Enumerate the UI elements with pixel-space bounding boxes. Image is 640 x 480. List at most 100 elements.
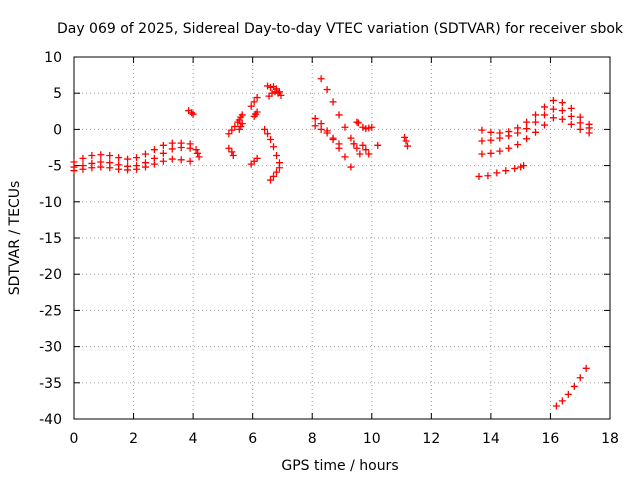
series-arc-23 <box>359 141 373 158</box>
data-point <box>277 91 285 99</box>
data-point <box>253 94 261 102</box>
data-point <box>177 144 185 151</box>
data-point <box>549 96 557 104</box>
x-tick-label: 12 <box>422 431 440 447</box>
data-point <box>523 125 531 133</box>
data-point <box>150 160 158 168</box>
data-point <box>115 154 123 162</box>
data-point <box>106 164 114 172</box>
data-point <box>228 148 236 156</box>
data-point <box>356 150 364 158</box>
data-point <box>159 141 167 149</box>
y-tick-label: -30 <box>39 340 62 356</box>
data-point <box>329 134 337 142</box>
data-point <box>228 126 236 134</box>
data-point <box>496 134 504 142</box>
data-point <box>350 140 358 148</box>
data-point <box>478 137 486 145</box>
data-point <box>558 107 566 115</box>
data-point <box>487 136 495 144</box>
data-point <box>261 125 269 133</box>
data-point <box>558 115 566 123</box>
data-point <box>195 153 203 161</box>
data-point <box>225 144 233 152</box>
data-point <box>192 146 200 154</box>
data-point <box>353 144 361 152</box>
data-point <box>275 164 283 172</box>
grid <box>74 57 610 419</box>
data-point <box>558 99 566 107</box>
data-point <box>365 150 373 158</box>
series-arc-2 <box>70 144 194 171</box>
data-point <box>141 163 149 171</box>
data-point <box>311 115 319 123</box>
series-arc-30 <box>552 364 590 410</box>
data-point <box>264 130 272 138</box>
data-point <box>505 132 513 140</box>
data-point <box>270 172 278 180</box>
axis-ticks: 0 2 4 6 8 10 12 14 16 18 10 5 0 -5 -10 -15 -20 -25 -30 -35 -… <box>39 50 619 447</box>
data-point <box>496 147 504 155</box>
data-point <box>253 154 261 162</box>
data-point <box>168 145 176 153</box>
data-point <box>238 120 246 128</box>
data-point <box>404 142 412 150</box>
data-point <box>540 111 548 119</box>
y-tick-label: 10 <box>44 50 62 66</box>
x-tick-label: 10 <box>363 431 381 447</box>
data-point <box>523 118 531 126</box>
data-point <box>532 111 540 119</box>
data-point <box>272 168 280 176</box>
data-point <box>487 149 495 157</box>
series-arc-29 <box>475 162 528 180</box>
x-tick-label: 2 <box>129 431 138 447</box>
data-point <box>253 108 261 116</box>
y-tick-label: -20 <box>39 267 62 283</box>
x-tick-label: 18 <box>601 431 619 447</box>
series-arc-16 <box>267 164 283 184</box>
data-point <box>115 165 123 173</box>
data-point <box>231 123 239 131</box>
data-point <box>374 141 382 149</box>
data-point <box>79 165 87 173</box>
data-point <box>79 154 87 162</box>
data-point <box>272 151 280 159</box>
data-point <box>97 163 105 171</box>
data-point <box>188 109 196 117</box>
series-arc-9 <box>235 111 246 124</box>
x-tick-label: 14 <box>482 431 500 447</box>
data-point <box>267 136 275 144</box>
data-point <box>532 118 540 126</box>
data-point <box>335 140 343 148</box>
data-point <box>341 153 349 161</box>
data-point <box>502 167 510 175</box>
series-arc-14 <box>265 88 285 100</box>
plot-frame <box>73 56 611 420</box>
chart-title: Day 069 of 2025, Sidereal Day-to-day VTE… <box>57 21 624 37</box>
series-arc-12 <box>250 108 261 120</box>
series-arc-11 <box>247 154 261 168</box>
x-tick-label: 6 <box>248 431 257 447</box>
data-point <box>505 144 513 152</box>
data-point <box>347 134 355 142</box>
data-point <box>540 121 548 129</box>
data-point <box>124 155 132 163</box>
data-point <box>511 164 519 172</box>
y-tick-label: 0 <box>53 122 62 138</box>
data-point <box>238 111 246 119</box>
y-tick-label: -25 <box>39 303 62 319</box>
data-point <box>478 150 486 158</box>
data-point <box>552 402 560 410</box>
data-point <box>270 143 278 151</box>
series-arc-26 <box>478 96 593 137</box>
data-point <box>532 128 540 136</box>
series-arc-8 <box>235 120 246 133</box>
data-point <box>484 172 492 180</box>
data-point <box>520 162 528 170</box>
y-tick-label: -5 <box>48 159 62 175</box>
data-point <box>475 172 483 180</box>
data-point <box>549 114 557 122</box>
x-tick-label: 0 <box>70 431 79 447</box>
